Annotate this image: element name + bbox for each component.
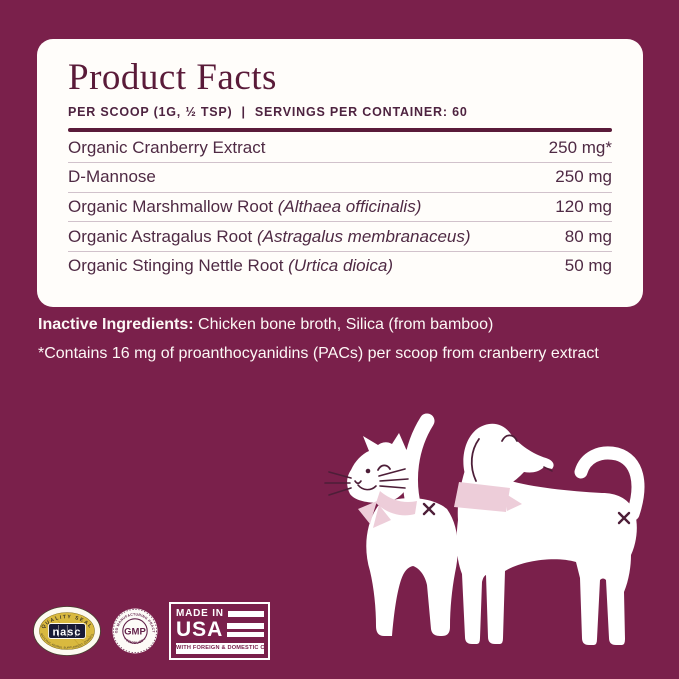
cat-and-dog-illustration bbox=[324, 413, 645, 645]
ingredient-table: Organic Cranberry Extract 250 mg* D-Mann… bbox=[68, 134, 612, 281]
dog-butt-mark bbox=[617, 511, 631, 525]
table-row: Organic Stinging Nettle Root (Urtica dio… bbox=[68, 252, 612, 281]
dog-mouth bbox=[543, 466, 553, 472]
inactive-ingredients-value: Chicken bone broth, Silica (from bamboo) bbox=[193, 316, 494, 333]
ingredient-name: Organic Stinging Nettle Root (Urtica dio… bbox=[68, 256, 394, 276]
made-in-usa-badge: MADE IN USA WITH FOREIGN & DOMESTIC COMP… bbox=[169, 602, 270, 660]
dog-body bbox=[456, 470, 637, 645]
nasc-center-text: nasc bbox=[52, 626, 81, 638]
cat-body bbox=[366, 498, 458, 636]
cat-open-eye bbox=[365, 468, 371, 474]
pac-contains-line: *Contains 16 mg of proanthocyanidins (PA… bbox=[38, 345, 599, 362]
ingredient-name: D-Mannose bbox=[68, 167, 156, 187]
nasc-quality-seal-icon: QUALITY SEAL nasc NATIONAL ANIMAL SUPPLE… bbox=[33, 606, 101, 656]
separator-bar: | bbox=[241, 105, 246, 119]
certification-badges: QUALITY SEAL nasc NATIONAL ANIMAL SUPPLE… bbox=[33, 602, 270, 660]
cat-tail bbox=[403, 413, 435, 516]
serving-info: PER SCOOP (1G, ½ TSP) | SERVINGS PER CON… bbox=[68, 105, 612, 119]
ingredient-name: Organic Astragalus Root (Astragalus memb… bbox=[68, 226, 471, 246]
table-row: Organic Marshmallow Root (Althaea offici… bbox=[68, 193, 612, 223]
dog-tail bbox=[574, 446, 645, 521]
cat-butt-mark bbox=[422, 502, 436, 516]
gmp-seal-icon: GOOD MANUFACTURING PRACTICE GMP • PRODUC… bbox=[112, 608, 158, 654]
ingredient-amount: 250 mg* bbox=[548, 137, 612, 157]
inactive-ingredients-label: Inactive Ingredients: bbox=[38, 316, 194, 333]
gmp-center-text: GMP bbox=[124, 627, 146, 638]
table-row: Organic Astragalus Root (Astragalus memb… bbox=[68, 222, 612, 252]
usa-badge-row1: MADE IN bbox=[176, 608, 264, 619]
ingredient-amount: 250 mg bbox=[555, 167, 612, 187]
usa-stripe bbox=[227, 623, 264, 629]
ingredient-amount: 120 mg bbox=[555, 196, 612, 216]
dog-head bbox=[463, 423, 554, 495]
dog-ear bbox=[470, 438, 480, 482]
per-scoop-text: PER SCOOP (1G, ½ TSP) bbox=[68, 105, 233, 119]
ingredient-name: Organic Cranberry Extract bbox=[68, 137, 266, 157]
dog-bandana-knot bbox=[506, 494, 522, 511]
ingredient-name: Organic Marshmallow Root (Althaea offici… bbox=[68, 196, 422, 216]
cat-bow bbox=[373, 505, 391, 528]
usa-stripes bbox=[227, 623, 264, 637]
cat-wink-eye bbox=[377, 464, 391, 471]
panel-title: Product Facts bbox=[68, 57, 277, 98]
usa-components-text: WITH FOREIGN & DOMESTIC COMPONENTS bbox=[176, 643, 264, 654]
dog-closed-eye bbox=[501, 434, 518, 442]
cat-illustration bbox=[324, 413, 458, 636]
footnotes: Inactive Ingredients: Chicken bone broth… bbox=[38, 313, 638, 371]
usa-stripe bbox=[227, 610, 264, 617]
usa-badge-row2: USA bbox=[176, 618, 264, 641]
product-facts-panel: Product Facts PER SCOOP (1G, ½ TSP) | SE… bbox=[37, 39, 643, 307]
dog-bandana bbox=[454, 482, 510, 512]
cat-bandana bbox=[376, 491, 417, 516]
table-row: Organic Cranberry Extract 250 mg* bbox=[68, 134, 612, 164]
servings-per-container-text: SERVINGS PER CONTAINER: 60 bbox=[254, 105, 468, 119]
cat-bow bbox=[358, 501, 377, 524]
cat-smile bbox=[354, 480, 377, 491]
ingredient-amount: 50 mg bbox=[564, 256, 612, 276]
made-in-text: MADE IN bbox=[176, 608, 224, 619]
usa-stripe bbox=[227, 631, 264, 637]
inactive-ingredients-line: Inactive Ingredients: Chicken bone broth… bbox=[38, 313, 638, 337]
usa-text: USA bbox=[176, 618, 224, 641]
ingredient-amount: 80 mg bbox=[564, 226, 612, 246]
header-divider bbox=[68, 128, 612, 132]
table-row: D-Mannose 250 mg bbox=[68, 163, 612, 193]
cat-whiskers bbox=[324, 468, 409, 496]
dog-illustration bbox=[454, 423, 645, 645]
